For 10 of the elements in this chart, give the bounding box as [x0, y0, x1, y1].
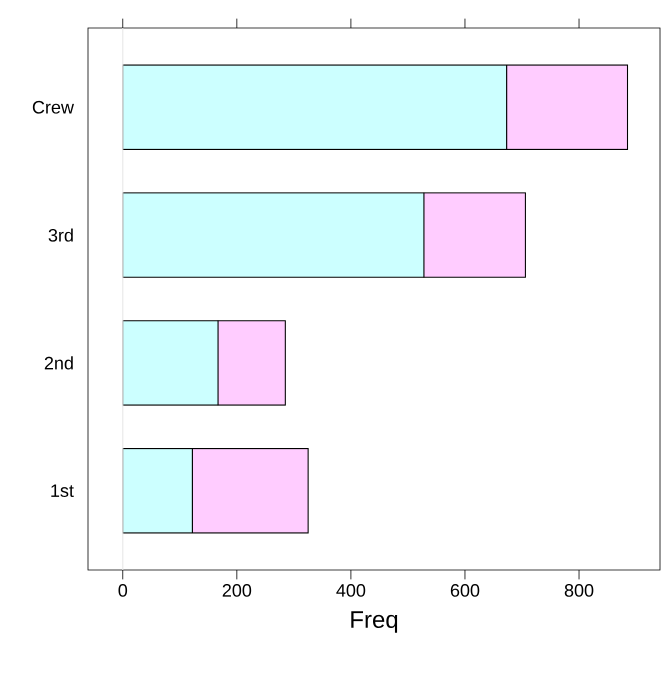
- x-tick-label: 400: [336, 584, 366, 597]
- x-tick-label: 800: [564, 584, 594, 597]
- y-tick-label: 2nd: [44, 356, 73, 370]
- x-axis-title: Freq: [351, 611, 398, 633]
- x-tick-label: 0: [118, 584, 128, 597]
- x-tick-label: 600: [450, 584, 480, 597]
- y-tick-label: Crew: [32, 100, 74, 114]
- x-tick-label: 200: [222, 584, 252, 597]
- y-tick-label: 3rd: [48, 228, 73, 242]
- y-tick-label: 1st: [51, 484, 74, 498]
